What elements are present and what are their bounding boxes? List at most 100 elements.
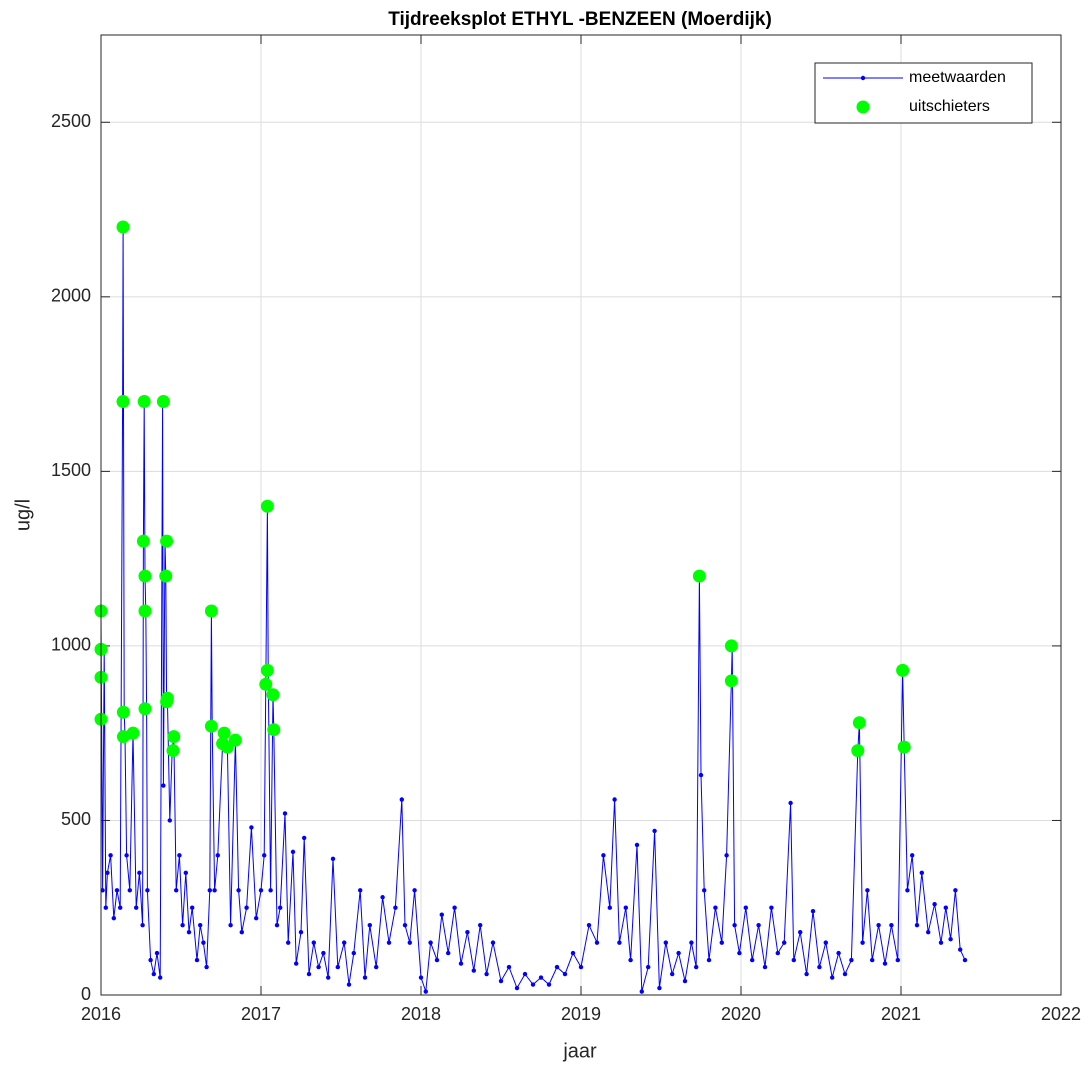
data-point (478, 922, 483, 928)
outlier-point (136, 534, 150, 548)
outlier-point (692, 569, 706, 583)
data-point (791, 957, 796, 963)
data-point (407, 940, 412, 945)
outlier-point (204, 604, 218, 618)
data-point (926, 929, 931, 935)
data-point (623, 905, 628, 910)
data-point (190, 905, 195, 910)
data-point (399, 797, 404, 802)
data-point (161, 783, 166, 788)
data-point (298, 929, 304, 935)
data-point (183, 870, 188, 876)
data-point (290, 849, 296, 855)
data-point (124, 853, 129, 858)
data-point (212, 888, 217, 893)
data-point (423, 989, 428, 994)
data-point (570, 950, 576, 956)
data-point (724, 853, 729, 858)
data-point (914, 922, 920, 928)
data-point (471, 968, 476, 973)
data-point (490, 940, 496, 945)
data-point (302, 835, 307, 841)
data-point (810, 909, 816, 914)
data-point (262, 853, 267, 858)
outlier-point (204, 719, 218, 733)
data-point (103, 905, 109, 910)
y-tick-label: 500 (61, 809, 91, 829)
data-point (330, 856, 336, 862)
x-tick-label: 2022 (1041, 1004, 1081, 1024)
data-point (612, 797, 617, 802)
data-point (732, 922, 737, 928)
data-point (530, 982, 536, 987)
outlier-point (138, 569, 152, 583)
outlier-point (217, 726, 231, 740)
data-point (554, 964, 560, 970)
legend-label: meetwaarden (909, 69, 1006, 86)
data-point (514, 985, 520, 991)
data-point (769, 905, 774, 910)
data-point (140, 922, 145, 928)
data-point (522, 971, 528, 977)
y-tick-label: 1500 (51, 460, 91, 480)
data-point (953, 888, 958, 893)
data-point (274, 922, 280, 928)
data-point (506, 964, 512, 970)
data-point (114, 888, 120, 893)
outlier-point (138, 604, 152, 618)
data-point (180, 922, 185, 928)
data-point (842, 971, 848, 977)
data-point (239, 929, 244, 935)
data-point (215, 853, 220, 858)
data-point (578, 964, 584, 970)
data-point (402, 922, 408, 928)
data-point (538, 975, 544, 980)
data-point (689, 940, 694, 945)
data-point (830, 975, 835, 980)
data-point (362, 975, 368, 980)
outlier-point (138, 702, 152, 716)
data-point (743, 905, 748, 910)
data-point (145, 888, 150, 893)
data-point (817, 964, 822, 970)
outlier-point (896, 663, 910, 677)
data-point (204, 964, 209, 970)
data-point (167, 818, 172, 823)
data-point (836, 950, 841, 956)
outlier-point (724, 639, 738, 653)
data-point (342, 940, 347, 945)
data-point (823, 940, 828, 945)
data-point (876, 922, 881, 928)
data-point (412, 888, 417, 893)
data-point (910, 853, 915, 858)
data-point (286, 940, 291, 945)
outlier-point (160, 695, 174, 709)
outlier-point (851, 744, 865, 758)
plot-frame (100, 34, 1062, 996)
data-point (134, 905, 139, 910)
data-point (775, 950, 780, 956)
data-point (386, 940, 392, 945)
data-point (782, 940, 787, 945)
data-point (870, 957, 875, 963)
data-point (186, 929, 192, 935)
outlier-point (137, 395, 151, 409)
data-point (762, 964, 768, 970)
data-point (948, 936, 953, 942)
outlier-point (167, 730, 181, 744)
data-point (676, 950, 681, 956)
data-point (311, 940, 316, 945)
data-point (958, 947, 963, 952)
x-tick-label: 2019 (561, 1004, 601, 1024)
y-tick-label: 0 (81, 984, 91, 1004)
data-point (465, 929, 470, 935)
data-point (663, 940, 668, 945)
outlier-point (266, 688, 280, 702)
data-point (756, 922, 761, 928)
y-tick-label: 2000 (51, 286, 91, 306)
data-point (154, 950, 160, 956)
data-point (321, 950, 326, 956)
data-point (428, 940, 433, 945)
data-point (562, 971, 568, 977)
